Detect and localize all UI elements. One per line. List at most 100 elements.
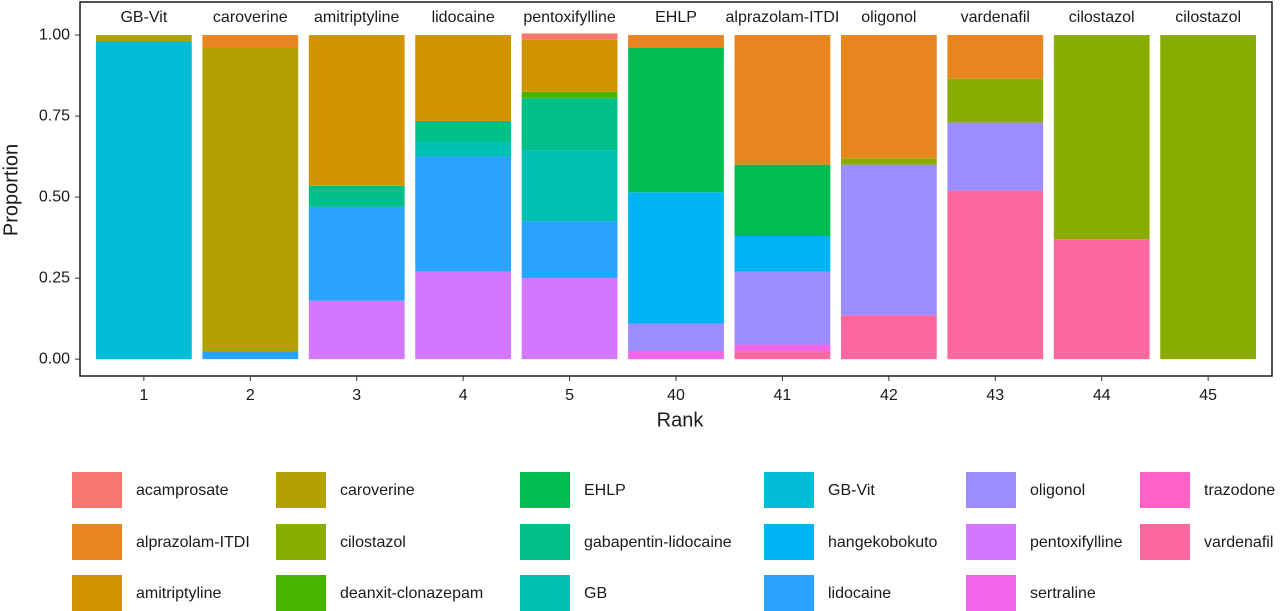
bar-segment <box>521 91 618 99</box>
bar-segment <box>308 206 405 301</box>
bar-segment <box>947 190 1044 360</box>
legend-key <box>72 575 122 611</box>
bar-segment <box>734 164 831 236</box>
legend-label: GB <box>584 585 607 602</box>
bar-segment <box>1160 35 1257 360</box>
bar-segment <box>734 351 831 360</box>
x-tick-label: 43 <box>986 387 1004 404</box>
bar-segment <box>308 300 405 360</box>
strip-label: caroverine <box>213 9 288 26</box>
strip-label: oligonol <box>861 9 916 26</box>
legend-key <box>1140 472 1190 508</box>
bar-segment <box>840 164 937 316</box>
x-tick-label: 42 <box>880 387 898 404</box>
legend-label: vardenafil <box>1204 534 1273 551</box>
y-axis-label: Proportion <box>0 144 22 236</box>
legend-key <box>966 524 1016 560</box>
legend-label: sertraline <box>1030 585 1096 602</box>
legend-key <box>72 524 122 560</box>
legend-key <box>764 575 814 611</box>
bar-segment <box>415 142 512 157</box>
bar-segment <box>628 48 724 193</box>
bar-segment <box>521 39 618 92</box>
x-tick-label: 3 <box>352 387 361 404</box>
strip-label: cilostazol <box>1175 9 1241 26</box>
legend-key <box>276 575 326 611</box>
strip-label: pentoxifylline <box>523 9 616 26</box>
bar-segment <box>840 35 937 159</box>
bar-segment <box>95 35 192 42</box>
x-tick-label: 41 <box>774 387 792 404</box>
bar-segment <box>628 192 724 324</box>
bar-segment <box>734 344 831 352</box>
legend-label: gabapentin-lidocaine <box>584 534 732 551</box>
bar-segment <box>734 235 831 272</box>
y-tick-label: 0.75 <box>39 107 70 124</box>
x-tick-label: 5 <box>565 387 574 404</box>
legend-label: pentoxifylline <box>1030 534 1123 551</box>
bar-segment <box>521 33 618 40</box>
legend-label: hangekobokuto <box>828 534 938 551</box>
legend-label: deanxit-clonazepam <box>340 585 483 602</box>
bar-segment <box>840 315 937 360</box>
bar-segment <box>415 156 512 272</box>
legend-key <box>966 575 1016 611</box>
legend-label: cilostazol <box>340 534 406 551</box>
bar-segment <box>95 41 192 360</box>
y-tick-label: 0.25 <box>39 269 70 286</box>
legend-key <box>966 472 1016 508</box>
legend-label: alprazolam-ITDI <box>136 534 250 551</box>
x-tick-label: 44 <box>1093 387 1111 404</box>
legend-key <box>520 575 570 611</box>
y-tick-label: 0.00 <box>39 350 70 367</box>
bar-segment <box>947 122 1044 191</box>
legend-key <box>764 524 814 560</box>
legend-key <box>520 472 570 508</box>
legend-label: GB-Vit <box>828 482 875 499</box>
bar-segment <box>521 278 618 360</box>
bar-segment <box>947 35 1044 79</box>
bar-segment <box>628 35 724 49</box>
bar-segment <box>734 271 831 345</box>
strip-label: alprazolam-ITDI <box>726 9 840 26</box>
legend-key <box>276 524 326 560</box>
strip-label: vardenafil <box>961 9 1030 26</box>
legend-label: acamprosate <box>136 482 229 499</box>
legend-label: oligonol <box>1030 482 1085 499</box>
bar-segment <box>734 35 831 165</box>
strip-label: amitriptyline <box>314 9 399 26</box>
legend-key <box>520 524 570 560</box>
y-tick-label: 1.00 <box>39 26 70 43</box>
legend-label: trazodone <box>1204 482 1275 499</box>
legend-label: EHLP <box>584 482 626 499</box>
bar-segment <box>521 150 618 222</box>
bar-segment <box>308 185 405 207</box>
bar-segment <box>415 120 512 143</box>
x-tick-label: 1 <box>139 387 148 404</box>
bar-segment <box>202 35 299 49</box>
bar-segment <box>415 35 512 121</box>
strip-label: EHLP <box>655 9 697 26</box>
strip-label: cilostazol <box>1069 9 1135 26</box>
bar-segment <box>415 271 512 360</box>
bar-segment <box>628 323 724 352</box>
legend-label: caroverine <box>340 482 415 499</box>
strip-label: lidocaine <box>432 9 495 26</box>
bar-segment <box>840 158 937 165</box>
x-axis-label: Rank <box>657 409 705 431</box>
legend-label: amitriptyline <box>136 585 221 602</box>
legend-label: lidocaine <box>828 585 891 602</box>
strip-label: GB-Vit <box>120 9 167 26</box>
legend-key <box>1140 524 1190 560</box>
bar-segment <box>628 351 724 360</box>
bar-segment <box>202 351 299 360</box>
x-tick-label: 45 <box>1199 387 1217 404</box>
legend-key <box>764 472 814 508</box>
bar-segment <box>521 221 618 279</box>
x-tick-label: 2 <box>246 387 255 404</box>
bar-segment <box>1053 35 1150 240</box>
bar-segment <box>308 35 405 186</box>
bar-segment <box>521 98 618 151</box>
legend-key <box>72 472 122 508</box>
